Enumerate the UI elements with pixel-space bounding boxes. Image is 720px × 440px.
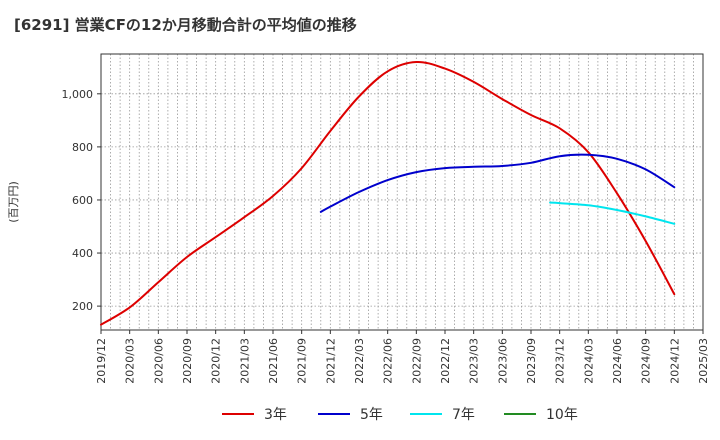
legend-label: 3年 <box>264 407 287 423</box>
x-tick-label: 2022/12 <box>439 338 452 384</box>
x-tick-label: 2023/06 <box>496 338 509 384</box>
series-line-5年 <box>319 153 676 213</box>
x-tick-label: 2021/06 <box>267 338 280 384</box>
y-axis-ticks: 200 400 600 800 1,000 <box>62 88 101 313</box>
x-tick-label: 2022/06 <box>382 338 395 384</box>
x-tick-label: 2024/03 <box>582 338 595 384</box>
y-tick-label: 400 <box>72 247 93 260</box>
x-tick-label: 2020/03 <box>124 338 137 384</box>
x-tick-label: 2023/12 <box>554 338 567 384</box>
x-tick-label: 2023/03 <box>468 338 481 384</box>
x-tick-label: 2024/06 <box>611 338 624 384</box>
x-tick-label: 2021/09 <box>296 338 309 384</box>
series-line-7年 <box>549 201 676 225</box>
x-tick-label: 2023/09 <box>525 338 538 384</box>
y-axis-label: (百万円) <box>7 181 20 223</box>
x-tick-label: 2024/09 <box>640 338 653 384</box>
x-tick-label: 2020/09 <box>181 338 194 384</box>
x-tick-label: 2022/03 <box>353 338 366 384</box>
x-tick-label: 2024/12 <box>668 338 681 384</box>
y-tick-label: 600 <box>72 194 93 207</box>
x-tick-label: 2021/12 <box>324 338 337 384</box>
y-tick-label: 200 <box>72 300 93 313</box>
plot-area-border <box>100 53 704 331</box>
chart-title: [6291] 営業CFの12か月移動合計の平均値の推移 <box>14 16 357 34</box>
x-tick-label: 2020/06 <box>152 338 165 384</box>
legend-label: 5年 <box>360 407 383 423</box>
x-axis-ticks: 2019/12 2020/03 2020/06 2020/09 2020/12 2021/… <box>95 330 710 384</box>
x-tick-label: 2022/09 <box>410 338 423 384</box>
legend-label: 10年 <box>546 407 578 423</box>
series-lines <box>100 60 676 326</box>
y-tick-label: 800 <box>72 141 93 154</box>
x-tick-label: 2025/03 <box>697 338 710 384</box>
legend: 3年 5年 7年 10年 <box>222 407 578 423</box>
legend-label: 7年 <box>452 407 475 423</box>
x-tick-label: 2019/12 <box>95 338 108 384</box>
x-tick-label: 2021/03 <box>238 338 251 384</box>
grid <box>101 54 703 330</box>
y-tick-label: 1,000 <box>62 88 94 101</box>
series-line-3年 <box>100 60 676 326</box>
x-tick-label: 2020/12 <box>210 338 223 384</box>
